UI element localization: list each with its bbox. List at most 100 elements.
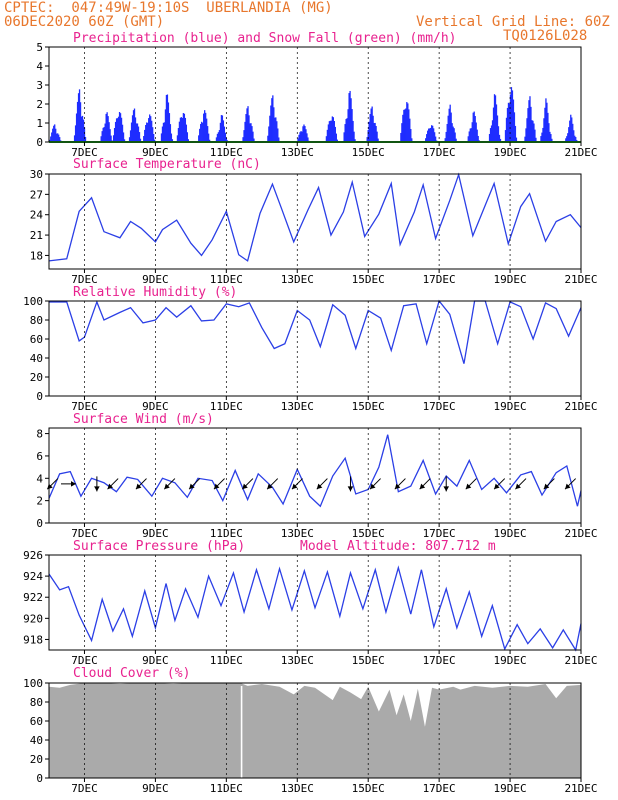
precip-bar xyxy=(59,137,61,142)
wind-arrow-head xyxy=(347,486,354,492)
precip-bar xyxy=(410,129,412,142)
wind-arrow xyxy=(347,476,354,492)
precip-bar xyxy=(168,113,171,142)
precip-bar xyxy=(473,111,475,142)
x-tick-label: 9DEC xyxy=(142,273,169,286)
precip-bar xyxy=(249,123,251,142)
precip-bar xyxy=(527,108,529,142)
precip-bar xyxy=(568,127,570,142)
precip-bar xyxy=(550,134,552,142)
x-tick-label: 17DEC xyxy=(423,654,456,667)
precip-bar xyxy=(534,129,536,142)
precip-bar xyxy=(121,124,124,142)
precip-bar xyxy=(306,133,308,142)
wind-arrow-head xyxy=(164,483,170,490)
precip-bar xyxy=(123,139,126,142)
precip-bar xyxy=(533,123,535,142)
y-tick-label: 40 xyxy=(30,352,43,365)
precip-bar xyxy=(498,134,501,142)
y-tick-label: 5 xyxy=(36,41,43,54)
x-tick-label: 13DEC xyxy=(281,654,314,667)
wind-arrow-head xyxy=(71,481,77,487)
precip-bar xyxy=(510,87,513,142)
panel-title-humidity: Relative Humidity (%) xyxy=(73,285,237,300)
precip-bar xyxy=(404,109,406,142)
x-tick-label: 17DEC xyxy=(423,400,456,413)
precip-bar xyxy=(115,118,118,142)
y-tick-label: 2 xyxy=(36,495,43,508)
precip-bar xyxy=(148,118,150,142)
panel-frame xyxy=(48,173,582,270)
precip-bar xyxy=(56,133,58,142)
x-tick-label: 17DEC xyxy=(423,273,456,286)
precip-bar xyxy=(79,102,82,142)
wind-arrow-head xyxy=(515,483,521,490)
precip-bar xyxy=(546,102,548,142)
precip-bar xyxy=(576,139,578,142)
precip-bar xyxy=(129,130,132,142)
wind-arrow xyxy=(515,478,527,490)
precip-bar xyxy=(208,139,211,142)
precip-bar xyxy=(83,127,86,142)
precip-bar xyxy=(298,134,300,142)
precip-bar xyxy=(549,131,551,142)
precip-bar xyxy=(540,136,542,142)
precip-bar xyxy=(368,121,370,142)
precip-bar xyxy=(278,137,280,142)
precip-bar xyxy=(74,125,77,142)
y-tick-label: 8 xyxy=(36,428,43,441)
precip-bar xyxy=(446,123,448,142)
x-tick-label: 21DEC xyxy=(564,146,597,159)
precip-bar xyxy=(166,94,169,142)
precip-bar xyxy=(369,114,371,142)
wind-arrow-head xyxy=(419,483,426,490)
precip-bar xyxy=(491,120,494,142)
precip-bar xyxy=(222,120,225,142)
precip-bar xyxy=(246,108,248,142)
precip-bar xyxy=(511,90,514,142)
precip-bar xyxy=(529,96,531,142)
x-tick-label: 21DEC xyxy=(564,782,597,795)
precip-bar xyxy=(245,114,247,142)
wind-arrow xyxy=(213,478,225,490)
precip-bar xyxy=(574,135,576,142)
precip-bar xyxy=(58,134,60,142)
precip-bar xyxy=(243,130,245,142)
precip-bar xyxy=(567,133,569,142)
precip-bar xyxy=(273,107,275,142)
precip-bar xyxy=(303,124,305,142)
precip-bar xyxy=(548,123,550,142)
panel-temperature: 18 21 24 27 30 7DEC 9DEC 11DEC 13DEC 15DEC 17DEC 19… xyxy=(30,157,598,286)
precip-bar xyxy=(488,133,491,142)
precip-bar xyxy=(509,94,512,142)
precip-bar xyxy=(433,128,435,142)
wind-arrow xyxy=(135,478,147,490)
precip-bar xyxy=(51,132,53,142)
panel-title-pressure: Surface Pressure (hPa) xyxy=(73,539,245,554)
precip-bar xyxy=(215,137,218,142)
precip-bar xyxy=(276,121,278,142)
precip-bar xyxy=(507,102,510,142)
precip-bar xyxy=(300,131,302,142)
precip-bar xyxy=(205,112,207,142)
wind-arrow xyxy=(394,478,406,490)
y-tick-label: 20 xyxy=(30,753,43,766)
y-tick-label: 0 xyxy=(36,136,43,149)
wind-series-line xyxy=(48,434,582,508)
precip-bar xyxy=(203,113,205,142)
precip-bar xyxy=(128,137,131,142)
wind-arrow-head xyxy=(189,483,195,490)
x-tick-label: 11DEC xyxy=(210,527,243,540)
precip-bar xyxy=(406,102,408,142)
precip-bar xyxy=(467,136,469,142)
precip-bar xyxy=(545,98,547,142)
precip-bar xyxy=(183,113,186,142)
precip-bar xyxy=(514,125,517,142)
precip-bar xyxy=(570,114,572,142)
precip-bar xyxy=(139,138,142,142)
precip-bar xyxy=(275,117,277,142)
precip-bar xyxy=(169,124,172,142)
x-tick-label: 11DEC xyxy=(210,273,243,286)
precip-bar xyxy=(325,136,328,142)
precip-bar xyxy=(454,132,456,142)
